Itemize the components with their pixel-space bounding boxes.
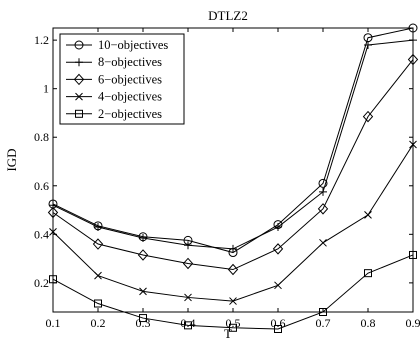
legend: 10−objectives 8−objectives 6−objectives 4−o… (59, 33, 185, 125)
legend-label-2: 6−objectives (98, 72, 162, 86)
data-point-0-6 (318, 178, 328, 188)
y-tick-label: 0.2 (34, 276, 49, 290)
data-point-3-0 (49, 228, 57, 236)
data-point-3-2 (139, 287, 147, 296)
y-tick-label: 1 (43, 82, 49, 96)
legend-marker-3 (75, 92, 83, 101)
data-point-4-3 (184, 321, 192, 330)
data-point-1-3 (184, 241, 192, 250)
legend-label-4: 2−objectives (98, 107, 162, 121)
y-tick-label: 0.8 (34, 130, 49, 144)
data-point-2-6 (317, 203, 329, 215)
legend-marker-1 (75, 58, 83, 67)
data-point-1-4 (229, 244, 237, 253)
legend-entry-4: 2−objectives (66, 107, 162, 121)
data-point-1-5 (274, 223, 282, 232)
legend-entry-1: 8−objectives (66, 55, 162, 69)
data-point-4-0 (49, 275, 57, 284)
x-tick-label: 0.7 (316, 316, 331, 330)
data-point-4-2 (139, 314, 147, 323)
data-point-4-6 (319, 308, 327, 316)
x-tick-label: 0.1 (46, 316, 61, 330)
data-point-2-5 (272, 243, 284, 255)
data-point-4-7 (364, 269, 372, 278)
data-point-4-4 (229, 323, 237, 332)
series-3 (49, 140, 417, 305)
data-point-2-4 (227, 263, 239, 276)
data-point-3-6 (319, 238, 327, 247)
y-axis-label: IGD (4, 148, 19, 171)
legend-label-0: 10−objectives (98, 38, 168, 52)
data-point-3-7 (364, 211, 372, 219)
legend-label-3: 4−objectives (98, 90, 162, 104)
x-tick-label: 0.8 (361, 316, 376, 330)
legend-label-1: 8−objectives (98, 55, 162, 69)
data-point-2-8 (407, 53, 419, 66)
data-point-2-0 (47, 206, 59, 219)
series-line-4 (52, 254, 414, 330)
y-tick-label: 0.4 (34, 227, 49, 241)
legend-entry-3: 4−objectives (66, 90, 162, 104)
data-point-4-8 (409, 250, 417, 259)
legend-marker-2 (73, 73, 85, 86)
series-line-3 (52, 144, 414, 302)
data-point-2-7 (362, 110, 374, 123)
series-4 (49, 250, 417, 333)
x-tick-label: 0.6 (271, 316, 286, 330)
data-point-1-6 (319, 187, 327, 196)
data-point-1-7 (364, 40, 372, 49)
legend-marker-4 (75, 109, 83, 118)
data-point-1-1 (94, 223, 102, 232)
legend-entry-2: 6−objectives (66, 72, 162, 86)
data-point-0-8 (408, 23, 418, 33)
data-point-3-5 (274, 281, 282, 290)
x-tick-label: 0.4 (181, 316, 196, 330)
data-point-3-3 (184, 293, 192, 302)
data-point-1-8 (409, 36, 417, 45)
data-point-4-1 (94, 299, 102, 308)
data-point-2-1 (92, 238, 104, 250)
series-1 (49, 36, 417, 253)
data-point-4-5 (274, 324, 282, 333)
series-layer (47, 23, 419, 333)
data-point-2-3 (182, 257, 194, 270)
data-point-3-1 (94, 271, 102, 280)
y-tick-label: 0.6 (34, 179, 49, 193)
legend-entry-0: 10−objectives (66, 38, 168, 52)
data-point-2-2 (137, 249, 149, 261)
x-tick-label: 0.2 (91, 316, 106, 330)
chart-title: DTLZ2 (208, 8, 248, 23)
y-tick-label: 1.2 (34, 33, 49, 47)
series-line-2 (52, 59, 414, 271)
x-tick-label: 0.9 (406, 316, 420, 330)
data-point-1-2 (139, 233, 147, 242)
series-2 (47, 53, 419, 276)
data-point-3-8 (409, 140, 417, 149)
legend-marker-0 (74, 40, 84, 50)
x-axis-label: T (224, 326, 232, 341)
data-point-3-4 (229, 297, 237, 305)
